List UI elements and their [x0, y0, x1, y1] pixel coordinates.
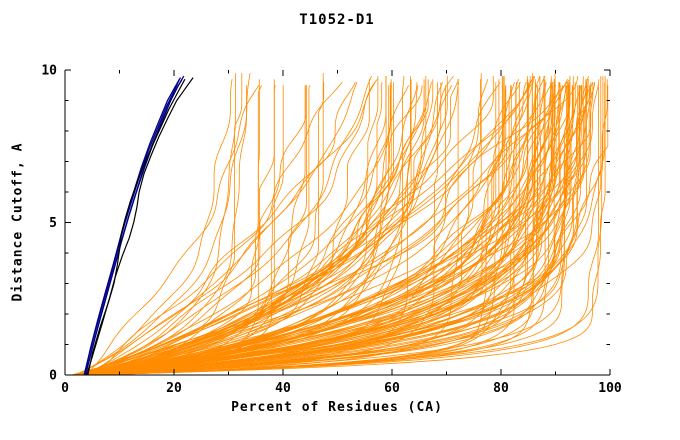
model-curve [77, 85, 574, 376]
model-curve [89, 82, 521, 376]
model-curve [89, 85, 306, 376]
x-tick-label: 100 [598, 381, 622, 396]
model-curve [91, 79, 275, 376]
model-curve [91, 76, 541, 376]
model-curve [78, 75, 535, 376]
model-curve [93, 85, 553, 376]
model-curve [81, 75, 454, 376]
model-curve [83, 76, 387, 376]
model-curve [79, 79, 260, 376]
model-curve [88, 85, 262, 376]
chart-title: T1052-D1 [299, 12, 375, 28]
model-curve [77, 85, 247, 376]
model-curve [72, 82, 592, 376]
x-tick-label: 60 [384, 381, 400, 396]
model-curve [78, 75, 535, 376]
reference-curve [86, 77, 194, 376]
x-tick-label: 0 [61, 381, 69, 396]
model-curve [81, 82, 325, 376]
model-curve [83, 82, 570, 376]
model-curve [91, 81, 343, 376]
model-curve [89, 85, 582, 376]
y-tick-label: 0 [49, 369, 57, 384]
model-curve [91, 85, 562, 376]
model-curve [94, 85, 580, 376]
model-curve [98, 85, 392, 376]
model-curve [87, 85, 568, 376]
model-curve [86, 85, 425, 376]
model-curve [83, 76, 505, 376]
model-curve [86, 85, 512, 376]
model-curve [87, 82, 576, 376]
model-curve [94, 76, 535, 376]
model-curve [91, 85, 590, 376]
model-curve [82, 85, 307, 376]
model-curve [88, 85, 579, 376]
model-curve [90, 75, 546, 376]
model-curve [71, 76, 571, 376]
model-curve [75, 73, 251, 376]
model-curve [85, 76, 602, 376]
model-curve [83, 78, 378, 376]
model-curve [100, 81, 554, 376]
model-curve [79, 85, 512, 376]
model-curve [89, 82, 547, 376]
y-tick-label: 5 [49, 216, 57, 231]
model-curve [85, 76, 494, 376]
model-curve [83, 75, 372, 376]
model-curve [84, 76, 579, 376]
model-curve [82, 76, 531, 376]
model-curve [84, 82, 438, 376]
model-curve [86, 79, 500, 376]
model-curve [78, 73, 236, 376]
model-curve [78, 85, 557, 376]
model-curve [97, 85, 284, 376]
highlight-curve [85, 75, 185, 376]
model-curve [87, 73, 243, 376]
model-curve [79, 79, 370, 376]
model-curve [88, 85, 307, 376]
y-tick-label: 10 [41, 64, 57, 79]
x-tick-label: 80 [493, 381, 509, 396]
model-curve [75, 79, 552, 376]
model-curve [73, 76, 387, 376]
model-curve [99, 79, 412, 376]
model-curve [85, 76, 606, 376]
model-curve [92, 79, 481, 376]
model-curve [85, 82, 358, 376]
model-curve [77, 79, 233, 376]
model-curve [81, 81, 534, 376]
x-tick-label: 40 [275, 381, 291, 396]
model-curve [93, 76, 545, 376]
model-curve [85, 85, 591, 376]
model-curve [93, 82, 560, 376]
model-curve [70, 85, 609, 376]
model-curve [84, 76, 545, 376]
model-curve [78, 79, 519, 376]
model-curve [77, 85, 507, 376]
model-curve [86, 85, 390, 376]
model-curve [75, 81, 376, 376]
model-curve [95, 79, 434, 376]
x-tick-label: 20 [166, 381, 182, 396]
model-curve [77, 85, 453, 376]
model-curve [84, 85, 569, 376]
model-curve [94, 85, 599, 376]
x-axis-label: Percent of Residues (CA) [231, 400, 443, 415]
model-curve [95, 79, 460, 376]
model-curve [98, 76, 411, 376]
model-curve [84, 85, 276, 376]
model-curve [87, 79, 555, 376]
model-curve [93, 82, 520, 376]
